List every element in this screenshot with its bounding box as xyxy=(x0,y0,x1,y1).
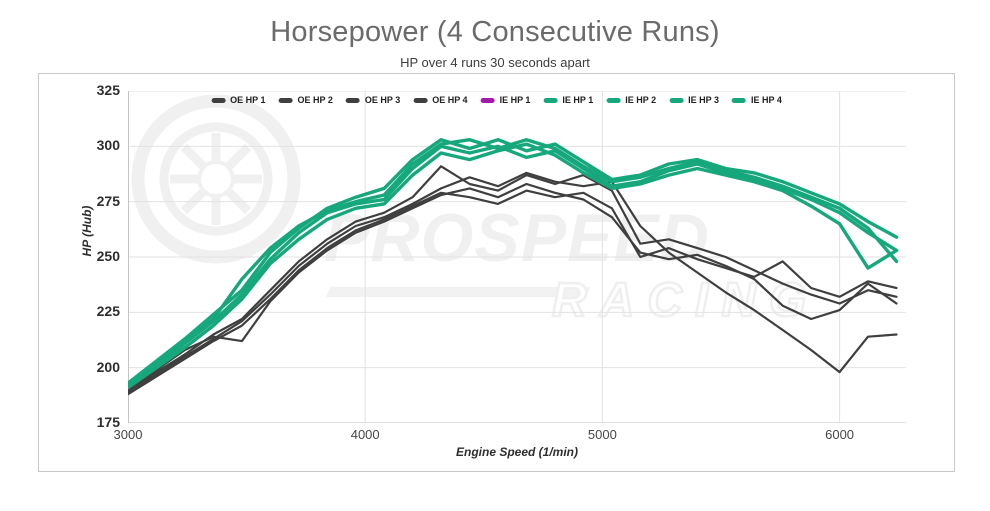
legend-item-oe-hp-2-1[interactable]: OE HP 2 xyxy=(278,95,333,105)
y-tick-label-275: 275 xyxy=(96,192,120,209)
plot-area[interactable]: PROSPEED RACING xyxy=(128,91,906,423)
chart-container: PROSPEED RACING OE HP 1 OE HP 2 OE HP 3 OE … xyxy=(38,73,955,472)
series-line-ie-hp-3 xyxy=(128,142,899,390)
legend-marker-icon xyxy=(345,97,360,103)
legend-label: IE HP 4 xyxy=(751,95,782,105)
legend-item-ie-hp-3-7[interactable]: IE HP 3 xyxy=(669,95,719,105)
legend-marker-icon xyxy=(211,97,226,103)
legend-label: IE HP 3 xyxy=(688,95,720,105)
legend-marker-icon xyxy=(278,97,293,103)
legend-label: IE HP 1 xyxy=(499,95,531,105)
legend-item-ie-hp-1-4[interactable]: IE HP 1 xyxy=(480,95,531,105)
legend-label: OE HP 4 xyxy=(432,95,468,105)
legend-item-oe-hp-4-3[interactable]: OE HP 4 xyxy=(413,95,468,105)
series-line-oe-hp-3 xyxy=(128,182,898,391)
y-tick-label-200: 200 xyxy=(96,358,120,375)
x-axis-title: Engine Speed (1/min) xyxy=(455,445,578,459)
legend-item-ie-hp-1-5[interactable]: IE HP 1 xyxy=(543,95,593,105)
chart-legend: OE HP 1 OE HP 2 OE HP 3 OE HP 4 IE HP 1 IE HP… xyxy=(211,95,782,105)
legend-label: OE HP 1 xyxy=(230,95,266,105)
series-line-oe-hp-1 xyxy=(128,165,898,391)
legend-label: IE HP 2 xyxy=(625,95,657,105)
legend-marker-icon xyxy=(732,97,747,103)
legend-label: OE HP 3 xyxy=(364,95,401,105)
legend-item-ie-hp-4-8[interactable]: IE HP 4 xyxy=(732,95,782,105)
legend-label: IE HP 1 xyxy=(562,95,594,105)
y-tick-label-175: 175 xyxy=(96,414,120,430)
x-tick-label-3000: 3000 xyxy=(113,427,143,442)
y-axis-title: HP (Hub) xyxy=(80,205,94,257)
legend-marker-icon xyxy=(669,97,684,103)
x-tick-label-6000: 6000 xyxy=(825,427,855,442)
y-tick-label-325: 325 xyxy=(96,82,120,98)
series-line-oe-hp-4 xyxy=(128,189,898,396)
legend-item-ie-hp-2-6[interactable]: IE HP 2 xyxy=(606,95,656,105)
legend-marker-icon xyxy=(413,97,428,103)
legend-marker-icon xyxy=(480,97,495,103)
x-tick-label-4000: 4000 xyxy=(350,427,380,442)
legend-marker-icon xyxy=(606,97,621,103)
y-tick-label-250: 250 xyxy=(96,248,120,264)
legend-item-oe-hp-3-2[interactable]: OE HP 3 xyxy=(345,95,401,105)
page-title: Horsepower (4 Consecutive Runs) xyxy=(270,16,720,48)
y-tick-label-300: 300 xyxy=(96,137,120,154)
series-line-ie-hp-2 xyxy=(128,144,899,388)
page-subtitle: HP over 4 runs 30 seconds apart xyxy=(400,55,590,70)
legend-label: OE HP 2 xyxy=(297,95,333,105)
series-line-oe-hp-2 xyxy=(128,171,898,394)
legend-marker-icon xyxy=(543,97,558,103)
legend-item-oe-hp-1-0[interactable]: OE HP 1 xyxy=(211,95,265,105)
y-tick-label-225: 225 xyxy=(96,303,120,320)
x-tick-label-5000: 5000 xyxy=(587,427,617,442)
plot-svg xyxy=(128,91,906,423)
series-line-ie-hp-4 xyxy=(128,138,899,385)
